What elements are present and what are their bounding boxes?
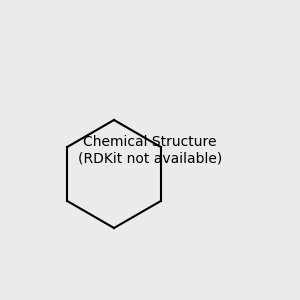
- Text: Chemical Structure
(RDKit not available): Chemical Structure (RDKit not available): [78, 135, 222, 165]
